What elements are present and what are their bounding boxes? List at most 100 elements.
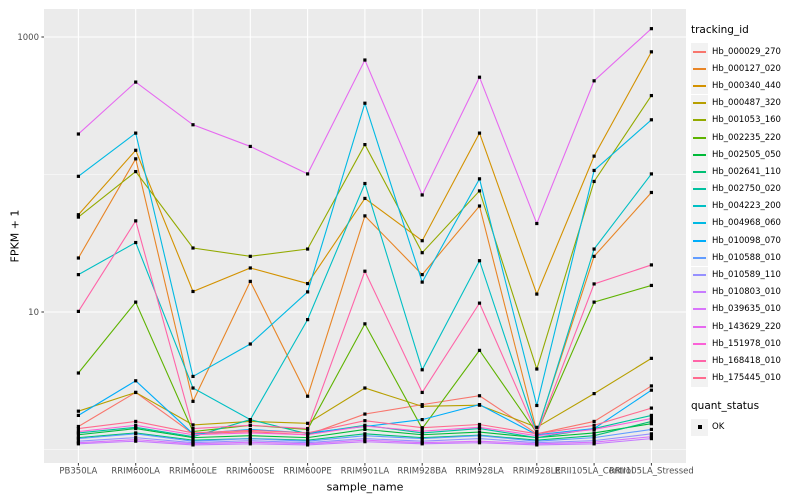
data-point bbox=[420, 441, 424, 445]
data-point bbox=[191, 374, 195, 379]
y-axis-title: FPKM + 1 bbox=[8, 209, 22, 263]
data-point bbox=[248, 417, 252, 422]
data-point bbox=[306, 426, 310, 431]
data-point bbox=[248, 437, 252, 441]
data-point bbox=[477, 425, 482, 429]
legend-line-swatch bbox=[693, 342, 706, 345]
data-point bbox=[134, 436, 138, 440]
data-point bbox=[477, 437, 482, 441]
data-point bbox=[420, 368, 424, 372]
data-point bbox=[76, 371, 80, 375]
data-point bbox=[76, 426, 80, 431]
legend-label: OK bbox=[712, 422, 725, 433]
data-point bbox=[420, 433, 424, 437]
data-point bbox=[592, 79, 596, 83]
legend-label: Hb_000487_320 bbox=[712, 98, 781, 109]
data-point bbox=[248, 428, 252, 432]
data-point bbox=[191, 431, 195, 435]
data-point bbox=[191, 289, 195, 294]
legend-item-Hb_000487_320: Hb_000487_320 bbox=[691, 94, 799, 112]
data-point bbox=[134, 432, 138, 436]
legend-items: Hb_000029_270 Hb_000127_020 Hb_000340_440 H… bbox=[691, 43, 799, 387]
data-point bbox=[248, 419, 252, 424]
legend-line-swatch bbox=[693, 222, 706, 225]
data-point bbox=[191, 435, 195, 439]
data-point bbox=[649, 283, 653, 288]
data-point bbox=[477, 422, 482, 427]
legend-line-swatch bbox=[693, 205, 706, 208]
data-point bbox=[592, 254, 596, 258]
data-point bbox=[306, 433, 310, 437]
data-point bbox=[134, 300, 138, 304]
data-point bbox=[363, 438, 367, 442]
legend-line-swatch bbox=[693, 188, 706, 191]
legend-label: Hb_010098_070 bbox=[712, 235, 781, 246]
legend-item-Hb_001053_160: Hb_001053_160 bbox=[691, 111, 799, 129]
legend-key bbox=[691, 232, 708, 250]
data-point bbox=[649, 422, 653, 426]
data-point bbox=[363, 322, 367, 326]
legend-item-Hb_175445_010: Hb_175445_010 bbox=[691, 369, 799, 387]
legend-title-quant-status: quant_status bbox=[691, 399, 760, 412]
data-point bbox=[477, 403, 482, 407]
legend-item-Hb_151978_010: Hb_151978_010 bbox=[691, 335, 799, 353]
data-point bbox=[363, 58, 367, 62]
legend-line-swatch bbox=[693, 325, 706, 328]
data-point bbox=[649, 413, 653, 418]
data-point bbox=[363, 419, 367, 423]
data-point bbox=[649, 406, 653, 410]
data-point bbox=[649, 388, 653, 392]
legend-key bbox=[691, 283, 708, 301]
legend-key bbox=[691, 163, 708, 181]
data-point bbox=[363, 427, 367, 432]
x-tick-label: RRIM600PE bbox=[283, 467, 331, 477]
legend-label: Hb_168418_010 bbox=[712, 355, 781, 366]
data-point bbox=[76, 215, 80, 219]
data-point bbox=[649, 172, 653, 176]
data-point bbox=[420, 417, 424, 422]
legend-label: Hb_000127_020 bbox=[712, 63, 781, 74]
legend-key bbox=[691, 129, 708, 147]
data-point bbox=[649, 93, 653, 98]
data-point bbox=[191, 123, 195, 127]
data-point bbox=[477, 131, 482, 135]
legend-item-Hb_004968_060: Hb_004968_060 bbox=[691, 214, 799, 232]
data-point bbox=[191, 423, 195, 427]
data-point bbox=[592, 179, 596, 184]
data-point bbox=[134, 425, 138, 429]
legend-line-swatch bbox=[693, 84, 706, 87]
data-point bbox=[649, 432, 653, 436]
legend-label: Hb_175445_010 bbox=[712, 373, 781, 384]
data-point bbox=[76, 132, 80, 136]
data-point bbox=[248, 279, 252, 283]
legend-key bbox=[691, 335, 708, 353]
data-point bbox=[592, 247, 596, 251]
legend-line-swatch bbox=[693, 308, 706, 311]
legend-line-swatch bbox=[693, 119, 706, 122]
data-point bbox=[76, 437, 80, 441]
data-point bbox=[363, 424, 367, 428]
data-point bbox=[649, 190, 653, 195]
x-tick-label: RRIM600LE bbox=[169, 467, 217, 477]
data-point bbox=[477, 259, 482, 263]
data-point bbox=[649, 437, 653, 441]
data-point bbox=[248, 442, 252, 446]
legend-line-swatch bbox=[693, 239, 706, 242]
x-tick-label: RRII105LA_Stressed bbox=[609, 467, 694, 477]
data-point bbox=[306, 281, 310, 286]
legend-line-swatch bbox=[693, 67, 706, 70]
legend-key bbox=[691, 111, 708, 129]
data-point bbox=[363, 142, 367, 147]
y-tick-label: 1000 bbox=[17, 33, 39, 43]
data-point bbox=[76, 213, 80, 217]
data-point bbox=[306, 247, 310, 251]
data-point bbox=[306, 172, 310, 176]
data-point bbox=[306, 318, 310, 322]
legend-item-Hb_143629_220: Hb_143629_220 bbox=[691, 318, 799, 336]
legend-line-swatch bbox=[693, 377, 706, 380]
legend: tracking_id Hb_000029_270 Hb_000127_020 Hb… bbox=[691, 24, 799, 436]
legend-item-Hb_002505_050: Hb_002505_050 bbox=[691, 146, 799, 164]
data-point bbox=[420, 431, 424, 435]
